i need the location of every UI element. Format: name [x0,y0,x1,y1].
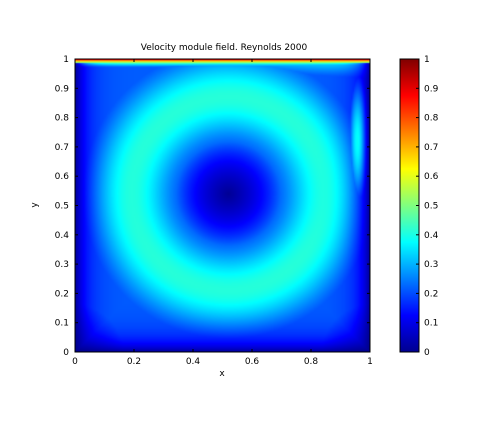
y-tick-label: 0.1 [55,319,69,329]
colorbar-gradient [400,59,419,352]
x-tick-label: 1 [367,357,373,367]
colorbar-tick-label: 0.6 [424,172,439,182]
x-axis-label: x [219,369,225,379]
y-tick-label: 0 [63,348,69,358]
y-axis-label: y [30,202,40,208]
x-tick-label: 0.4 [186,357,201,367]
colorbar-tick-label: 0.9 [424,84,439,94]
plot-area [74,58,371,353]
velocity-heatmap [75,59,370,352]
colorbar-ticks: 0 0.1 0.2 0.3 0.4 0.5 0.6 0.7 0.8 0.9 1 [416,55,439,358]
colorbar-tick-label: 0 [424,348,430,358]
y-tick-label: 0.6 [55,172,70,182]
y-tick-label: 0.9 [55,84,70,94]
chart-title: Velocity module field. Reynolds 2000 [141,43,308,53]
colorbar-tick-label: 0.8 [424,114,439,124]
colorbar-tick-label: 0.7 [424,143,438,153]
x-tick-label: 0.2 [127,357,141,367]
y-axis-ticks: 0 0.1 0.2 0.3 0.4 0.5 0.6 0.7 0.8 0.9 1 [55,55,370,358]
colorbar-tick-label: 0.4 [424,231,439,241]
y-tick-label: 0.2 [55,289,69,299]
colorbar-tick-label: 0.5 [424,202,438,212]
x-axis-ticks: 0 0.2 0.4 0.6 0.8 1 [72,59,373,367]
y-tick-label: 0.4 [55,231,70,241]
colorbar-tick-label: 0.2 [424,289,438,299]
y-tick-label: 1 [63,55,69,65]
colorbar-tick-label: 0.1 [424,319,438,329]
x-tick-label: 0 [72,357,78,367]
colorbar-tick-label: 0.3 [424,260,438,270]
y-tick-label: 0.3 [55,260,69,270]
x-tick-label: 0.6 [245,357,260,367]
y-tick-label: 0.8 [55,114,70,124]
colorbar-tick-label: 1 [424,55,430,65]
y-tick-label: 0.7 [55,143,69,153]
x-tick-label: 0.8 [304,357,319,367]
colorbar: 0 0.1 0.2 0.3 0.4 0.5 0.6 0.7 0.8 0.9 1 [399,55,439,358]
y-tick-label: 0.5 [55,202,69,212]
